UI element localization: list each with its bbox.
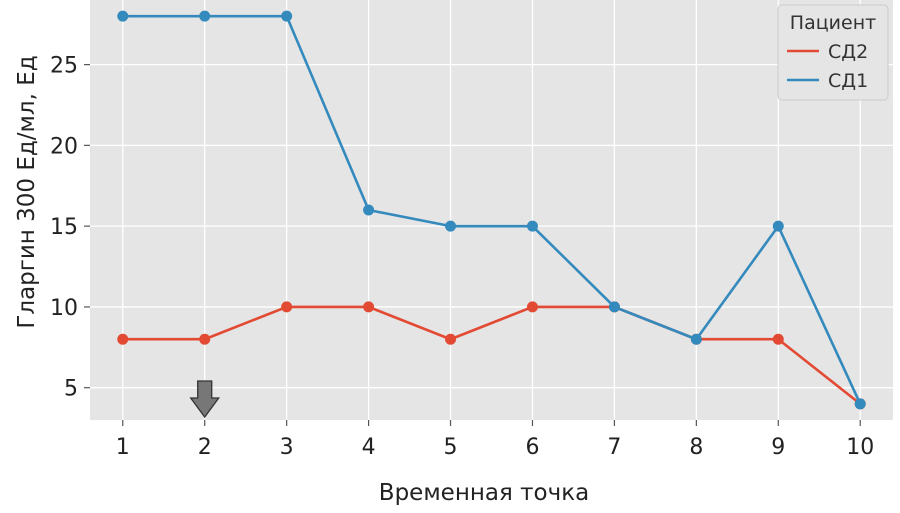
series-2 [117, 10, 866, 410]
annotations [189, 380, 221, 419]
legend-item: СД2 [787, 41, 868, 63]
data-point [445, 333, 457, 345]
data-point [117, 333, 129, 345]
y-tick-label: 25 [50, 54, 78, 79]
data-point [199, 333, 211, 345]
y-axis-ticks: 5 10 15 20 25 [50, 54, 90, 402]
legend-title: Пациент [790, 12, 876, 34]
y-tick-label: 5 [64, 377, 78, 402]
plot-background [90, 0, 893, 420]
series-line [122, 305, 862, 405]
legend-label: СД2 [828, 41, 868, 63]
data-point [445, 220, 457, 232]
x-tick-label: 3 [280, 435, 294, 460]
series-line [122, 14, 862, 405]
y-tick-label: 15 [50, 215, 78, 240]
x-tick-label: 7 [607, 435, 621, 460]
data-point [526, 301, 538, 313]
x-tick-label: 10 [846, 435, 874, 460]
data-point [363, 204, 375, 216]
x-tick-label: 5 [444, 435, 458, 460]
data-point [690, 333, 702, 345]
legend-box [777, 4, 889, 101]
x-tick-label: 1 [116, 435, 130, 460]
x-tick-label: 6 [525, 435, 539, 460]
x-tick-label: 2 [198, 435, 212, 460]
legend-item: СД1 [787, 70, 868, 92]
data-point [608, 301, 620, 313]
down-arrow-icon [189, 380, 221, 419]
x-tick-label: 8 [689, 435, 703, 460]
x-axis-ticks: 1 2 3 4 5 6 7 8 9 10 [116, 420, 874, 460]
legend-label: СД1 [828, 70, 868, 92]
series-group [117, 10, 866, 410]
x-axis-title: Временная точка [379, 480, 589, 506]
data-point [772, 333, 784, 345]
y-tick-label: 10 [50, 296, 78, 321]
data-point [199, 10, 211, 22]
data-point [526, 220, 538, 232]
data-point [281, 10, 293, 22]
data-point [772, 220, 784, 232]
y-axis-title: Гларгин 300 Ед/мл, Ед [14, 55, 40, 328]
x-tick-label: 9 [771, 435, 785, 460]
data-point [117, 10, 129, 22]
y-tick-label: 20 [50, 134, 78, 159]
data-point [281, 301, 293, 313]
data-point [363, 301, 375, 313]
data-point [854, 398, 866, 410]
x-tick-label: 4 [362, 435, 376, 460]
